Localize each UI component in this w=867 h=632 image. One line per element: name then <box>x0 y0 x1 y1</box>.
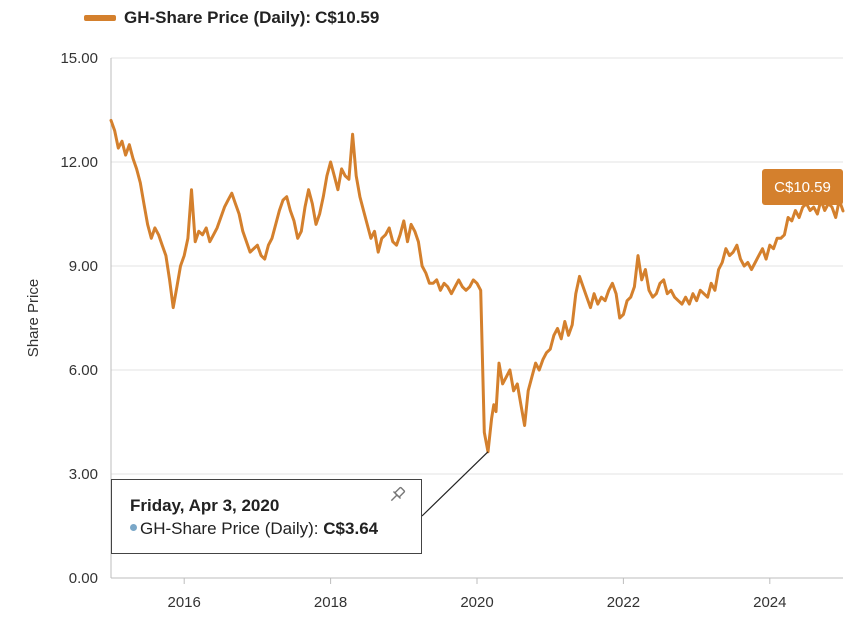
tooltip-date: Friday, Apr 3, 2020 <box>130 496 280 515</box>
y-tick-label: 0.00 <box>69 570 98 587</box>
x-tick-label: 2018 <box>314 594 347 611</box>
y-axis-title: Share Price <box>25 279 42 357</box>
y-tick-label: 12.00 <box>60 154 98 171</box>
last-value-badge: C$10.59 <box>762 169 843 205</box>
legend-value: C$10.59 <box>315 8 380 27</box>
y-axis-ticks: 0.00 3.00 6.00 9.00 12.00 15.00 <box>60 50 98 587</box>
tooltip-value: C$3.64 <box>323 519 379 538</box>
tooltip-series-label: GH-Share Price (Daily): <box>140 519 319 538</box>
tooltip-series-dot <box>130 524 137 532</box>
x-tick-label: 2016 <box>168 594 201 611</box>
y-tick-label: 6.00 <box>69 362 98 379</box>
series-line-gh-share-price[interactable] <box>109 118 845 454</box>
pin-icon[interactable] <box>387 485 407 505</box>
legend-label: GH-Share Price (Daily): <box>124 8 312 27</box>
y-tick-label: 9.00 <box>69 258 98 275</box>
legend-swatch <box>84 15 116 21</box>
x-tick-label: 2022 <box>607 594 640 611</box>
gridlines <box>111 57 843 475</box>
y-tick-label: 15.00 <box>60 50 98 67</box>
x-tick-label: 2024 <box>753 594 786 611</box>
y-tick-label: 3.00 <box>69 466 98 483</box>
tooltip: Friday, Apr 3, 2020 GH-Share Price (Dail… <box>111 479 422 554</box>
tooltip-series-line: GH-Share Price (Daily): C$3.64 <box>130 519 378 539</box>
x-axis-ticks: 2016 2018 2020 2022 2024 <box>168 578 786 611</box>
legend[interactable]: GH-Share Price (Daily): C$10.59 <box>84 8 379 28</box>
tooltip-connector-line <box>421 451 489 517</box>
x-tick-label: 2020 <box>460 594 493 611</box>
